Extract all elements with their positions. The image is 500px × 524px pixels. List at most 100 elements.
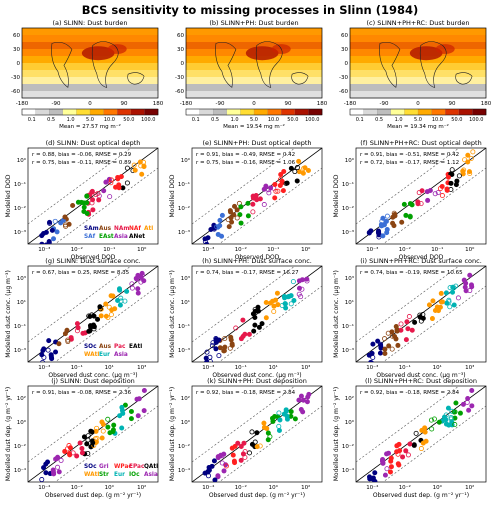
data-point [46, 338, 52, 344]
x-tick-label: 10³ [137, 364, 146, 371]
map-coastline [419, 41, 447, 88]
map-hotspot [245, 46, 279, 61]
y-tick-label: 10⁻³ [14, 347, 26, 354]
map-coastline [379, 41, 401, 88]
data-point [441, 414, 447, 420]
map-shade-band [350, 56, 486, 64]
stats-label: r = 0.74, bias = -0.17, RMSE = 16.27 [196, 270, 299, 276]
x-tick-label: 10² [465, 484, 474, 491]
data-point [292, 169, 298, 175]
data-point [304, 399, 310, 405]
data-point [141, 408, 147, 414]
data-point [447, 304, 453, 310]
map-frame [21, 27, 159, 99]
data-point [74, 328, 80, 334]
data-point [39, 241, 45, 244]
colorbar-segment [458, 108, 473, 116]
data-point [290, 279, 296, 285]
data-point [265, 430, 271, 436]
y-tick-label: 10⁻² [342, 205, 354, 212]
data-point [396, 441, 402, 447]
map-shade-band [186, 42, 322, 50]
x-tick-label: 10⁰ [433, 484, 443, 491]
data-point [89, 312, 95, 318]
data-point [221, 468, 227, 474]
data-point [463, 280, 469, 286]
data-point [386, 343, 392, 349]
data-point [115, 176, 121, 182]
data-point [107, 430, 113, 436]
data-point [252, 308, 258, 314]
data-point [407, 201, 413, 207]
x-tick-label: 10⁰ [105, 484, 115, 491]
scatter-panel: (f) SLINN+PH+RC: Dust optical depth r = 0… [333, 139, 487, 261]
data-point [452, 422, 458, 428]
data-point [270, 418, 276, 424]
data-point [128, 408, 134, 414]
data-point [222, 336, 228, 342]
scatter-points [202, 158, 311, 244]
map-coastline [255, 41, 283, 88]
data-point [456, 173, 462, 179]
x-tick-label: 10⁻⁴ [38, 484, 51, 491]
one-to-one-line [356, 148, 486, 244]
y-tick-label: 10⁻² [14, 443, 26, 450]
y-tick-label: 10² [345, 395, 354, 402]
y-tick-label: 10⁻¹ [178, 181, 190, 188]
data-point [56, 469, 62, 475]
data-point [118, 298, 124, 304]
data-point [261, 202, 267, 208]
map-mean-label: Mean = 19.34 mg m⁻² [387, 123, 449, 130]
data-point [438, 299, 444, 305]
data-point [296, 169, 302, 175]
data-point [74, 321, 80, 327]
data-point [103, 179, 109, 185]
data-point [280, 188, 286, 194]
region-legend: SOc Aus Pac EAtl WAtl Eur Asia [84, 344, 142, 358]
data-point [84, 200, 90, 206]
data-point [240, 317, 246, 323]
stats-label: r = 0.92, bias = -0.18, RMSE = 2.84 [196, 390, 296, 396]
x-tick-label: 10⁰ [137, 246, 147, 253]
data-point [298, 294, 304, 300]
colorbar-segment [417, 108, 432, 116]
data-point [449, 167, 455, 173]
x-tick-label: 10⁻³ [366, 246, 378, 253]
map-ytick-label: 30 [341, 47, 348, 53]
data-point [91, 326, 97, 332]
map-ytick-label: -30 [339, 75, 348, 81]
scatter-panel: (i) SLINN+PH+RC: Dust surface conc. r = 0… [333, 257, 487, 379]
data-point [432, 191, 438, 197]
y-tick-label: 10⁻³ [342, 347, 354, 354]
data-point [211, 458, 217, 464]
map-ytick-label: -60 [11, 89, 20, 95]
data-point [88, 428, 94, 434]
legend-entry: Aus [99, 344, 112, 350]
data-point [64, 327, 70, 333]
legend-entry: SAf [84, 234, 96, 240]
factor-line-upper [356, 266, 460, 343]
colorbar-segment [89, 108, 104, 116]
data-point [298, 393, 304, 399]
map-mean-label: Mean = 19.54 mg m⁻² [223, 123, 285, 130]
data-point [263, 315, 269, 321]
x-tick-label: 10⁻² [399, 484, 411, 491]
data-point [384, 466, 390, 472]
y-tick-label: 10⁻¹ [342, 323, 354, 330]
data-point [47, 220, 53, 226]
data-point [234, 215, 240, 221]
factor-line-upper [28, 386, 132, 463]
data-point [383, 218, 389, 224]
x-tick-label: 10¹ [105, 364, 114, 371]
data-point [412, 319, 418, 325]
data-point [424, 189, 430, 195]
factor-line-upper [28, 148, 132, 225]
data-point [129, 285, 135, 291]
x-tick-label: 10⁻³ [202, 364, 214, 371]
y-tick-label: 10⁰ [181, 157, 191, 164]
data-point [426, 302, 432, 308]
data-point [216, 353, 222, 359]
map-shade-band [22, 42, 158, 50]
legend-entry: SOc [84, 344, 97, 350]
